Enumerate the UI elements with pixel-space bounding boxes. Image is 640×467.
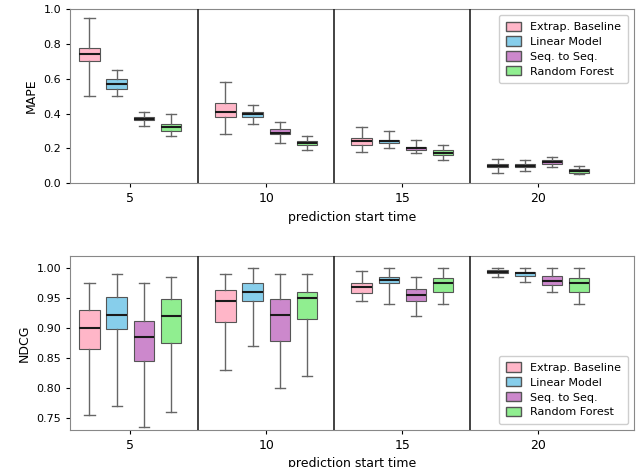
PathPatch shape xyxy=(351,138,372,145)
PathPatch shape xyxy=(406,289,426,301)
PathPatch shape xyxy=(243,283,263,301)
PathPatch shape xyxy=(215,290,236,322)
X-axis label: prediction start time: prediction start time xyxy=(288,211,416,224)
PathPatch shape xyxy=(106,79,127,89)
Y-axis label: NDCG: NDCG xyxy=(18,324,31,361)
PathPatch shape xyxy=(269,299,290,341)
PathPatch shape xyxy=(406,147,426,150)
PathPatch shape xyxy=(215,103,236,117)
PathPatch shape xyxy=(569,278,589,292)
PathPatch shape xyxy=(569,169,589,173)
PathPatch shape xyxy=(297,292,317,319)
PathPatch shape xyxy=(433,278,453,292)
PathPatch shape xyxy=(351,283,372,293)
Legend: Extrap. Baseline, Linear Model, Seq. to Seq., Random Forest: Extrap. Baseline, Linear Model, Seq. to … xyxy=(499,15,628,83)
PathPatch shape xyxy=(542,276,562,285)
PathPatch shape xyxy=(515,164,535,167)
PathPatch shape xyxy=(378,140,399,143)
PathPatch shape xyxy=(378,277,399,283)
Y-axis label: MAPE: MAPE xyxy=(25,79,38,113)
PathPatch shape xyxy=(243,112,263,117)
PathPatch shape xyxy=(161,124,181,131)
PathPatch shape xyxy=(515,271,535,276)
PathPatch shape xyxy=(79,48,100,62)
Legend: Extrap. Baseline, Linear Model, Seq. to Seq., Random Forest: Extrap. Baseline, Linear Model, Seq. to … xyxy=(499,356,628,424)
PathPatch shape xyxy=(487,270,508,273)
PathPatch shape xyxy=(542,161,562,164)
PathPatch shape xyxy=(433,150,453,155)
PathPatch shape xyxy=(297,142,317,145)
PathPatch shape xyxy=(134,117,154,120)
PathPatch shape xyxy=(134,321,154,361)
PathPatch shape xyxy=(269,129,290,134)
PathPatch shape xyxy=(161,299,181,343)
PathPatch shape xyxy=(487,164,508,167)
PathPatch shape xyxy=(106,297,127,329)
X-axis label: prediction start time: prediction start time xyxy=(288,457,416,467)
PathPatch shape xyxy=(79,310,100,349)
